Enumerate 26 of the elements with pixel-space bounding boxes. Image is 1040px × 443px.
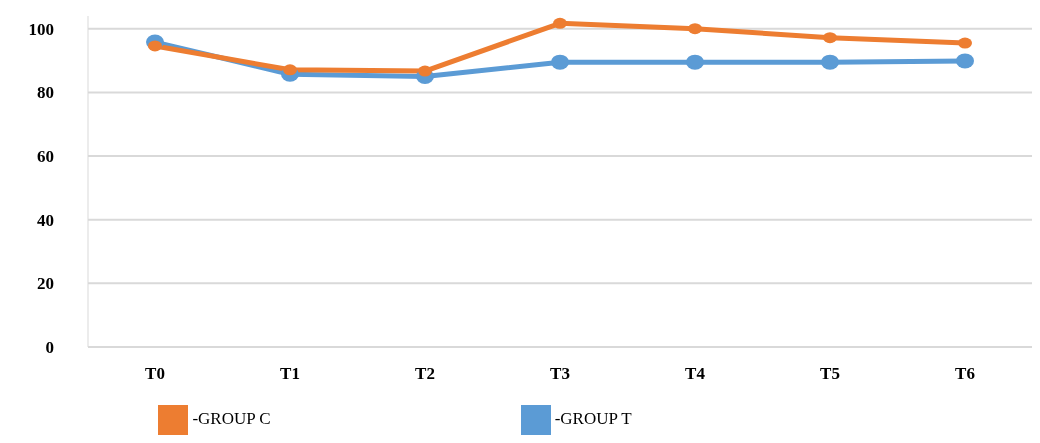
x-tick-label: T2 [415, 364, 435, 384]
legend-label: -GROUP T [554, 408, 632, 428]
point [283, 64, 297, 76]
point [958, 37, 972, 49]
point [821, 54, 839, 70]
y-tick-label: 0 [45, 338, 54, 358]
point [823, 32, 837, 44]
point [688, 23, 702, 35]
x-tick-label: T0 [145, 364, 165, 384]
x-tick-label: T4 [685, 364, 706, 384]
y-tick-label: 40 [37, 210, 54, 230]
y-tick-label: 20 [37, 274, 54, 294]
x-tick-label: T3 [550, 364, 570, 384]
x-tick-label: T5 [820, 364, 840, 384]
legend-label: -GROUP C [192, 408, 271, 428]
point [148, 40, 162, 52]
y-tick-label: 80 [37, 83, 54, 103]
y-tick-label: 100 [28, 19, 54, 39]
x-tick-label: T6 [955, 364, 975, 384]
x-tick-label: T1 [280, 364, 300, 384]
point [686, 54, 704, 70]
point [551, 54, 569, 70]
point [553, 17, 567, 29]
point [956, 53, 974, 69]
y-tick-label: 60 [37, 147, 54, 167]
point [418, 65, 432, 77]
